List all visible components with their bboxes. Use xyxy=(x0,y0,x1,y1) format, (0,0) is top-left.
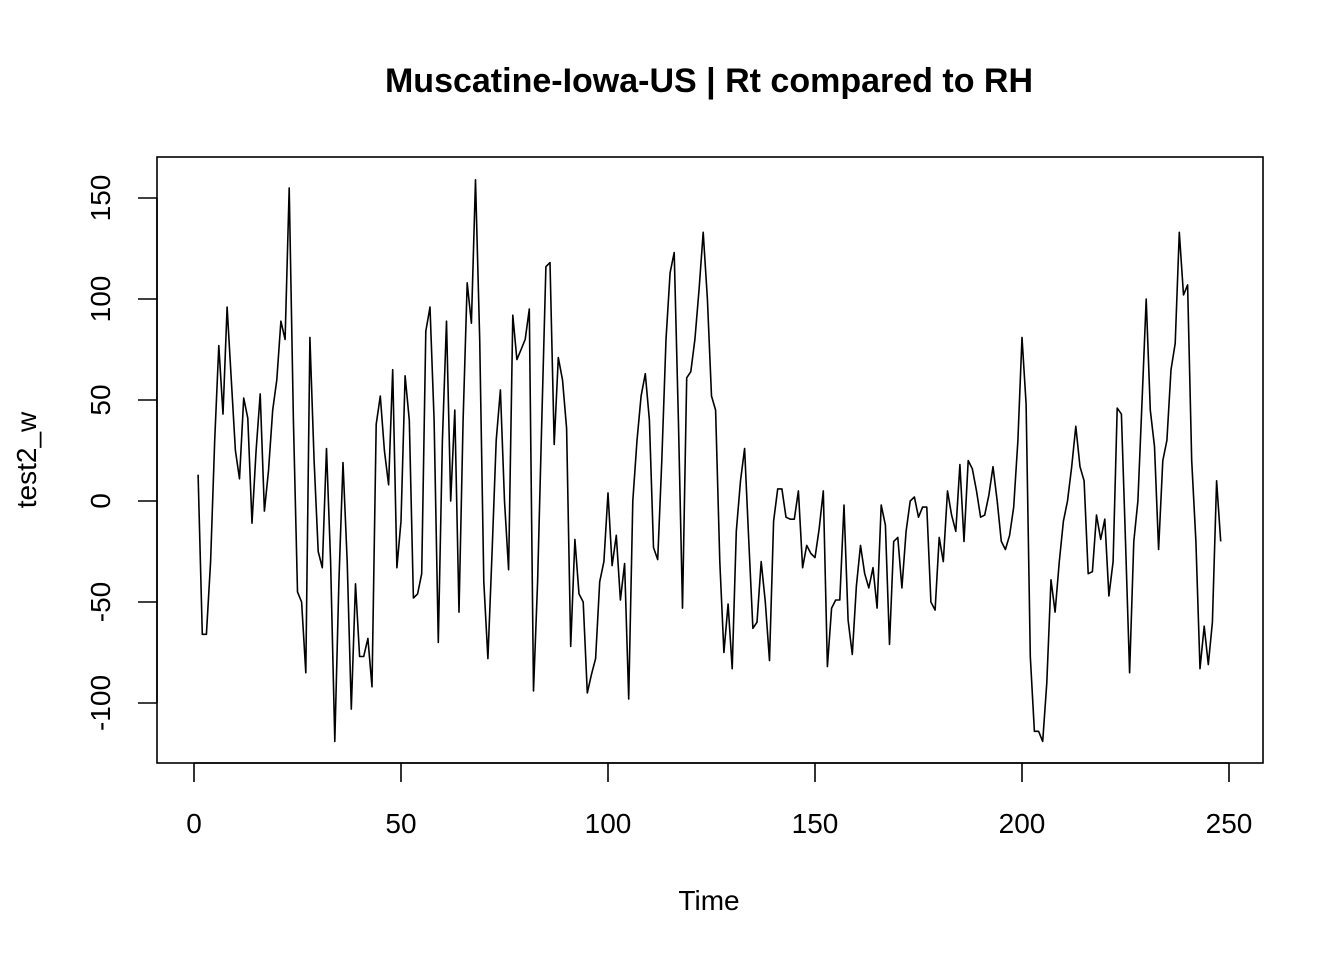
x-axis-label: Time xyxy=(678,885,739,916)
y-tick-label: 50 xyxy=(85,384,116,415)
y-tick-label: 150 xyxy=(85,175,116,222)
y-tick-label: -100 xyxy=(85,675,116,731)
x-tick-label: 0 xyxy=(186,808,202,839)
chart-title: Muscatine-Iowa-US | Rt compared to RH xyxy=(385,62,1033,100)
series-line xyxy=(197,179,1222,743)
x-axis: 0 50 100 150 200 250 xyxy=(186,762,1253,839)
x-tick-label: 250 xyxy=(1206,808,1253,839)
plot-box xyxy=(156,156,1264,764)
x-tick-label: 150 xyxy=(792,808,839,839)
y-axis-label: test2_w xyxy=(11,411,42,508)
y-tick-label: 0 xyxy=(85,493,116,509)
y-axis: -100 -50 0 50 100 150 xyxy=(85,175,158,731)
x-tick-label: 50 xyxy=(385,808,416,839)
x-tick-label: 100 xyxy=(585,808,632,839)
y-tick-label: 100 xyxy=(85,276,116,323)
y-tick-label: -50 xyxy=(85,582,116,622)
x-tick-label: 200 xyxy=(999,808,1046,839)
